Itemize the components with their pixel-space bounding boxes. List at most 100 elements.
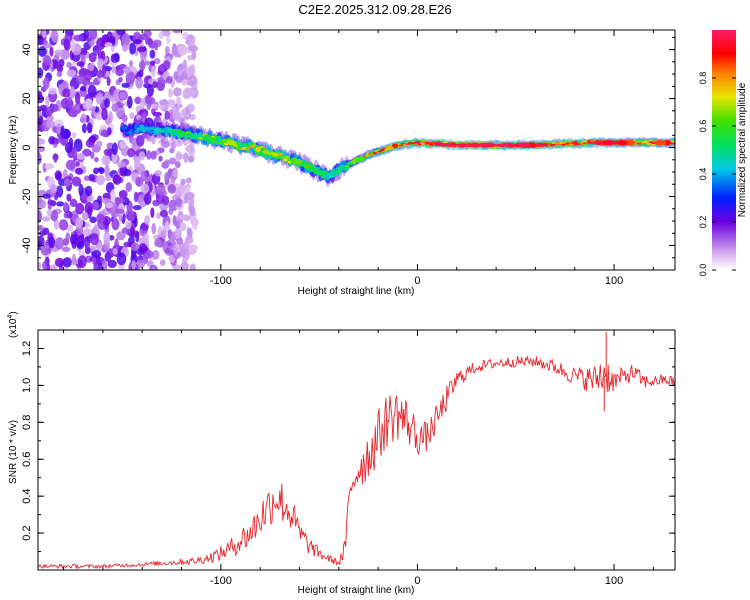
noise-speck xyxy=(101,154,111,166)
noise-speck xyxy=(144,215,150,226)
x-tick-label: 0 xyxy=(414,575,420,587)
y-tick-label: 0.2 xyxy=(21,525,33,540)
noise-speck xyxy=(95,174,106,186)
ridge-peak xyxy=(625,139,636,146)
ridge-mark xyxy=(672,142,675,145)
noise-speck xyxy=(97,262,103,270)
snr-plot-area xyxy=(38,331,675,570)
noise-speck xyxy=(77,255,87,268)
noise-speck xyxy=(144,232,150,245)
noise-speck xyxy=(85,98,93,109)
noise-speck xyxy=(47,199,57,206)
snr-exponent-close: ) xyxy=(8,311,19,314)
noise-speck xyxy=(146,103,151,111)
noise-speck xyxy=(140,97,145,110)
noise-speck xyxy=(173,140,183,147)
noise-speck xyxy=(133,216,138,228)
ridge-mark xyxy=(282,158,288,162)
noise-speck xyxy=(154,238,162,248)
noise-speck xyxy=(151,136,156,145)
noise-speck xyxy=(85,240,91,249)
noise-speck xyxy=(73,34,84,42)
noise-speck xyxy=(151,222,157,235)
noise-speck xyxy=(114,238,119,252)
noise-speck xyxy=(175,197,183,208)
ridge-peak xyxy=(202,134,212,141)
noise-speck xyxy=(111,142,118,156)
colorbar-ticks: 0.0 0.2 0.4 0.6 0.8 xyxy=(698,72,736,276)
noise-speck xyxy=(178,44,188,56)
ridge-peak xyxy=(262,149,270,154)
noise-speck xyxy=(174,228,182,240)
noise-speck xyxy=(65,159,76,171)
y-tick-label: 1.0 xyxy=(21,378,33,393)
noise-speck xyxy=(125,182,133,192)
noise-speck xyxy=(61,246,71,253)
noise-speck xyxy=(118,76,123,83)
noise-speck xyxy=(162,60,171,71)
noise-speck xyxy=(112,174,122,185)
noise-speck xyxy=(169,147,175,154)
colorbar-tick-label: 0.8 xyxy=(698,72,708,85)
noise-speck xyxy=(151,66,156,78)
noise-speck xyxy=(119,140,127,150)
noise-speck xyxy=(78,250,86,258)
ridge-peak xyxy=(336,165,347,171)
noise-speck xyxy=(152,249,160,260)
ridge-peak xyxy=(350,159,357,165)
noise-speck xyxy=(98,167,105,175)
ridge-peak xyxy=(226,140,237,146)
noise-speck xyxy=(76,61,85,67)
noise-speck xyxy=(88,52,97,63)
noise-speck xyxy=(126,95,133,109)
ridge-peak xyxy=(159,128,166,133)
noise-speck xyxy=(63,168,68,179)
noise-speck xyxy=(150,103,160,109)
ridge-mark xyxy=(377,150,383,153)
ridge-mark xyxy=(547,142,552,145)
noise-speck xyxy=(154,42,159,51)
ridge-peak xyxy=(505,142,515,148)
noise-speck xyxy=(122,168,132,176)
noise-speck xyxy=(76,241,85,250)
noise-speck xyxy=(187,54,193,61)
noise-speck xyxy=(54,237,65,250)
colorbar-gradient xyxy=(712,30,736,270)
y-tick-label: 0.8 xyxy=(21,415,33,430)
ridge-mark xyxy=(275,156,281,159)
x-tick-label: 100 xyxy=(605,275,623,287)
noise-speck xyxy=(38,105,44,112)
ridge-peak xyxy=(534,143,547,147)
ridge-peak xyxy=(446,142,456,147)
noise-speck xyxy=(174,161,181,168)
noise-speck xyxy=(152,81,158,89)
noise-speck xyxy=(71,176,82,187)
ridge-peak xyxy=(292,159,303,165)
noise-speck xyxy=(165,76,173,84)
noise-speck xyxy=(178,184,186,194)
noise-speck xyxy=(88,173,95,182)
noise-speck xyxy=(96,241,103,252)
noise-speck xyxy=(173,87,182,97)
y-tick-label: -40 xyxy=(21,238,33,254)
ridge-peak xyxy=(517,142,531,148)
ridge-peak xyxy=(496,143,507,147)
noise-speck xyxy=(103,231,111,245)
snr-x-label: Height of straight line (km) xyxy=(298,585,415,596)
noise-speck xyxy=(175,220,181,230)
noise-speck xyxy=(93,262,98,270)
noise-speck xyxy=(142,112,147,120)
noise-speck xyxy=(191,220,198,231)
noise-speck xyxy=(186,227,192,235)
noise-speck xyxy=(50,264,57,270)
noise-speck xyxy=(138,60,146,71)
noise-speck xyxy=(105,202,113,209)
y-tick-label: 40 xyxy=(21,43,33,55)
noise-speck xyxy=(75,161,80,167)
noise-speck xyxy=(53,219,60,230)
noise-speck xyxy=(178,214,188,220)
noise-speck xyxy=(84,202,94,215)
noise-speck xyxy=(38,210,43,223)
noise-speck xyxy=(43,55,52,66)
